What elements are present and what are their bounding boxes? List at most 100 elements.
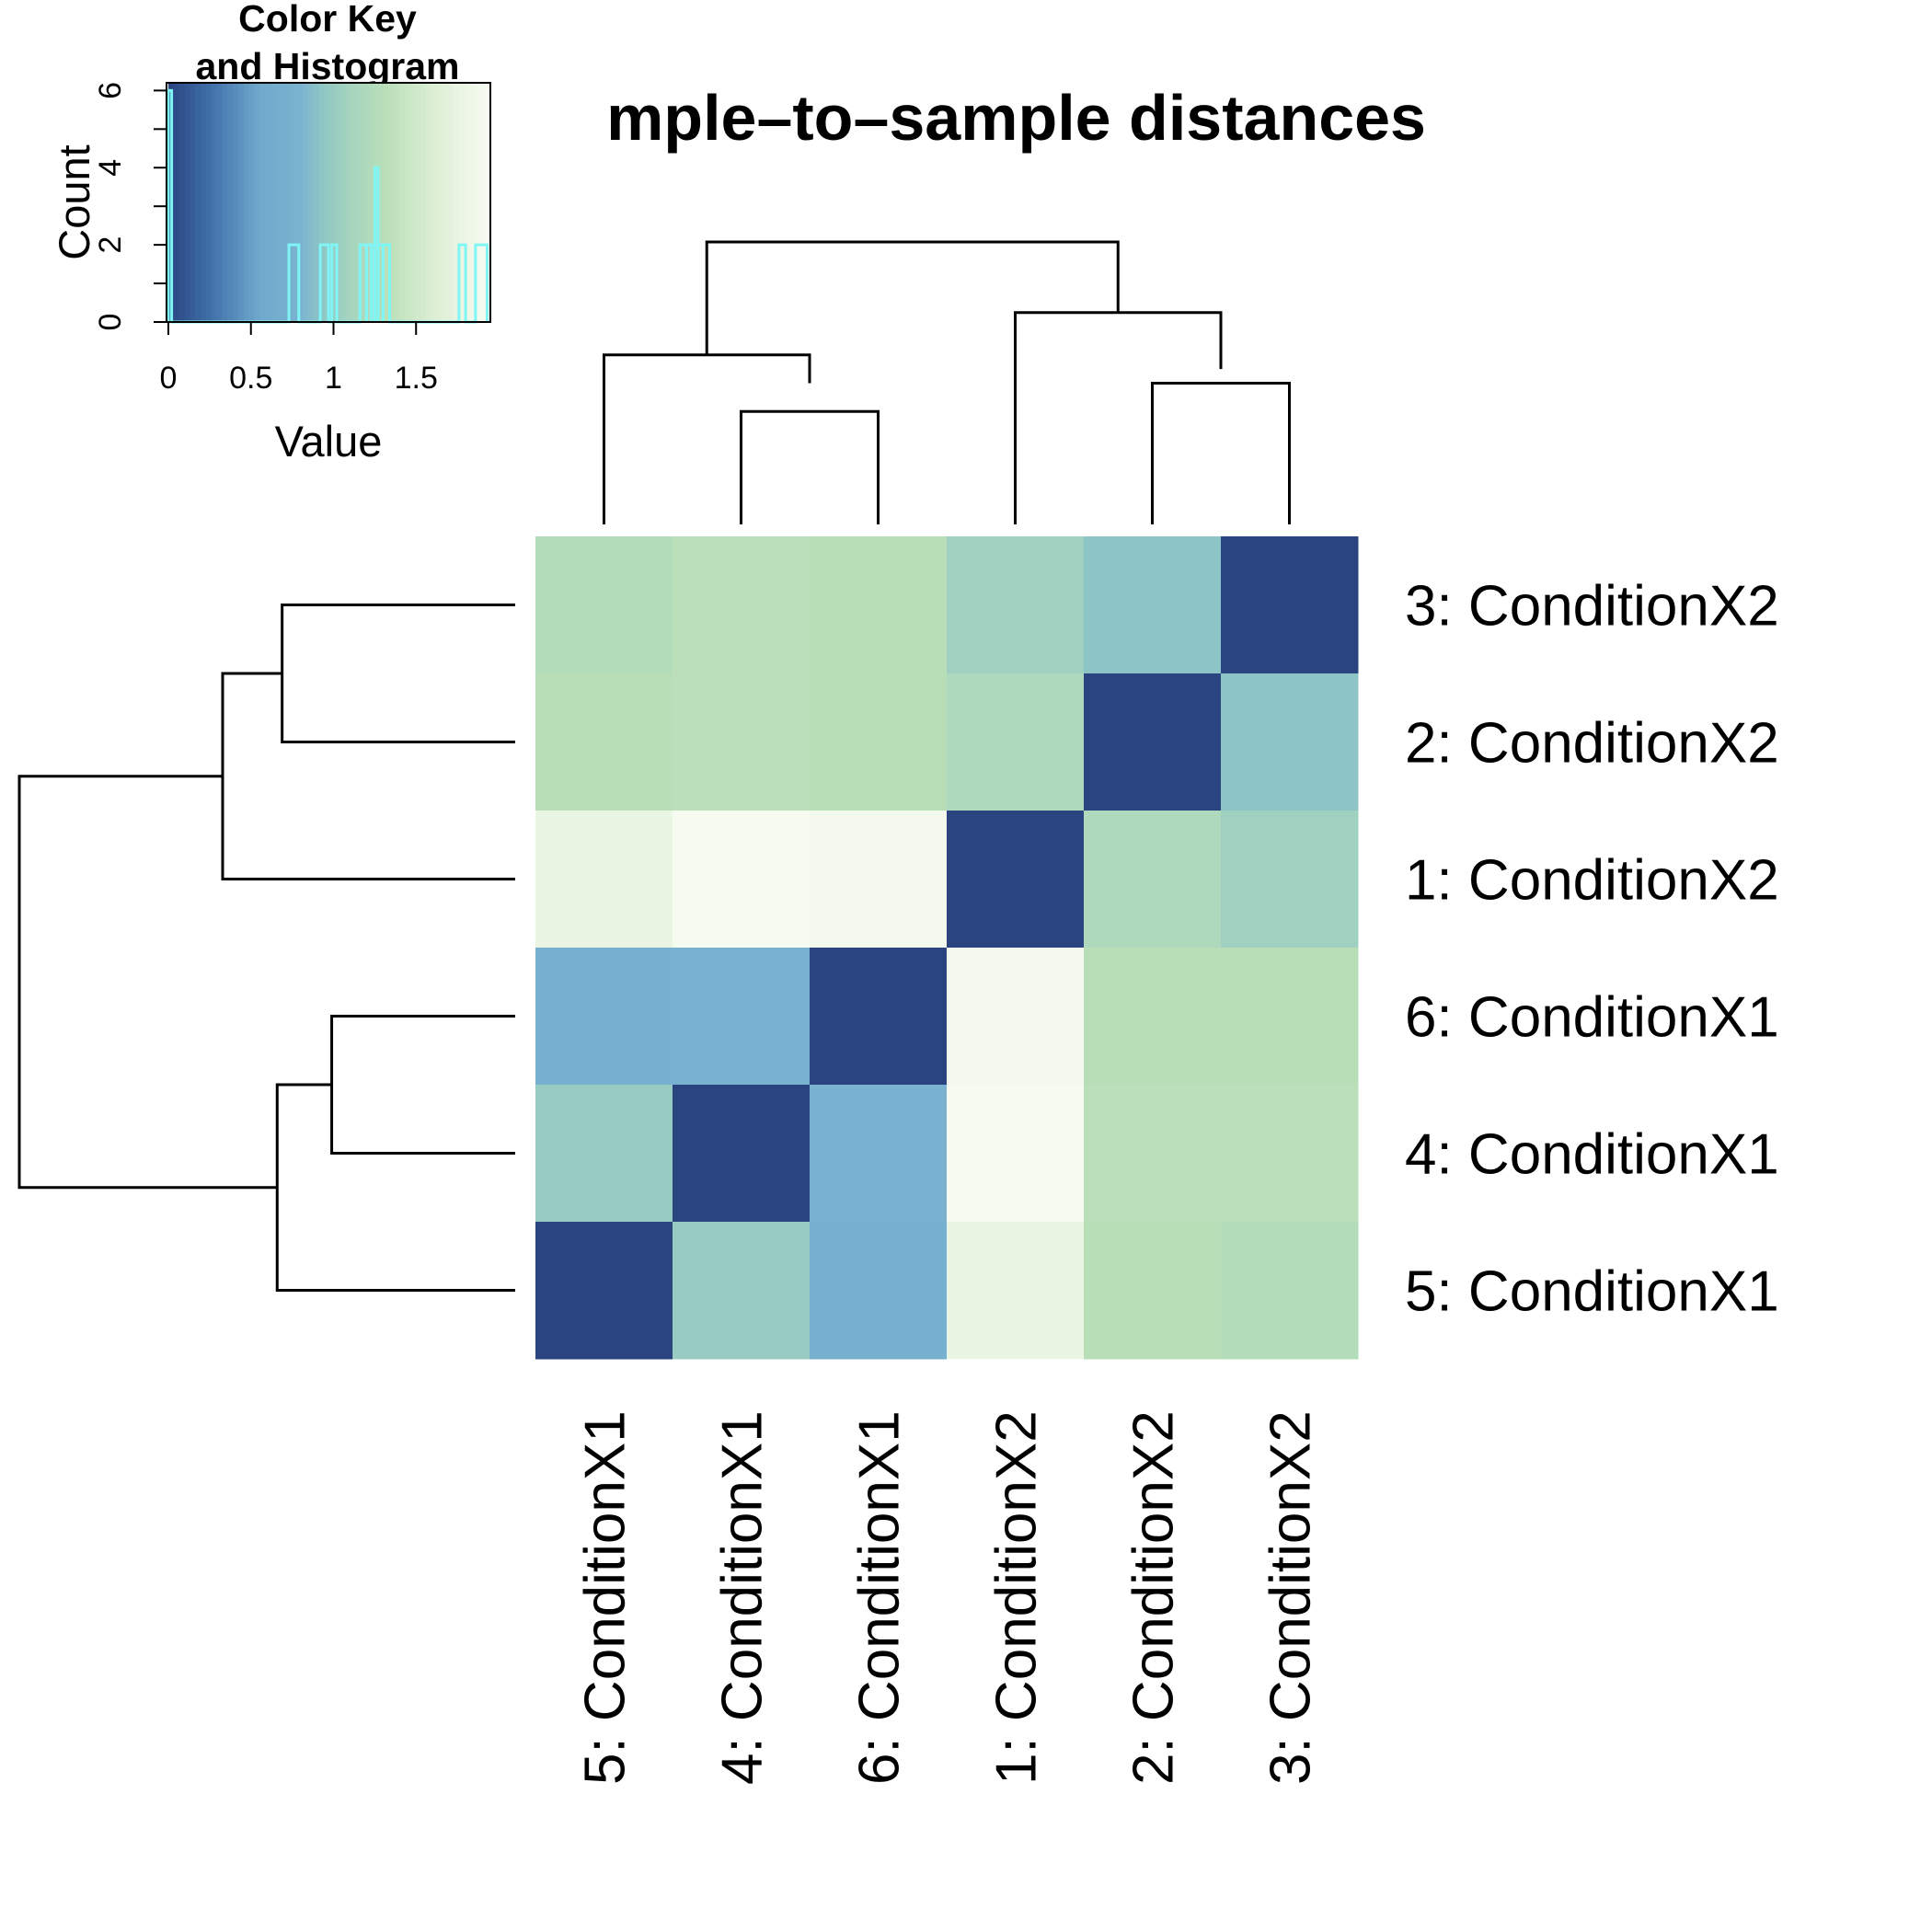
color-key-band (195, 83, 201, 322)
color-key-band (426, 83, 432, 322)
row-dendrogram (17, 604, 515, 1292)
color-key-y-tick-label: 0 (93, 314, 128, 331)
color-key-title-line1: Color Key (238, 0, 417, 40)
color-key-band (281, 83, 287, 322)
heatmap-cell-r4-c2 (673, 948, 811, 1086)
column-label: 3: ConditionX2 (1259, 1410, 1323, 1785)
heatmap-cell-r4-c4 (947, 948, 1085, 1086)
column-dendrogram-branch (705, 240, 1120, 355)
column-dendrogram-branch (1151, 382, 1291, 524)
color-key-band (442, 83, 448, 322)
color-key-band (286, 83, 293, 322)
color-key-band (388, 83, 395, 322)
color-key-band (227, 83, 234, 322)
column-dendrogram-branch (1014, 311, 1223, 524)
color-key-band (254, 83, 260, 322)
color-key-band (275, 83, 282, 322)
heatmap-cell-r2-c2 (673, 673, 811, 811)
color-key-band (318, 83, 325, 322)
color-key-band (383, 83, 389, 322)
heatmap-cell-r4-c1 (535, 948, 673, 1086)
color-key-band (485, 83, 491, 322)
column-label: 5: ConditionX1 (574, 1410, 638, 1785)
row-dendrogram-branch (330, 1015, 515, 1155)
color-key-x-tick-label: 1 (325, 361, 342, 396)
column-dendrogram (603, 240, 1291, 524)
color-key-band (479, 83, 486, 322)
column-dendrogram-branch (603, 353, 811, 524)
heatmap-cell-r5-c1 (535, 1085, 673, 1223)
color-key-y-tick-label: 4 (93, 159, 128, 177)
color-key-band (334, 83, 341, 322)
color-key-y-axis: 0 2 4 6 (93, 82, 167, 331)
heatmap-cell-r3-c1 (535, 811, 673, 949)
color-key-band (216, 83, 223, 322)
color-key-band (366, 83, 374, 322)
heatmap-cell-r5-c3 (810, 1085, 948, 1223)
color-key-band (447, 83, 454, 322)
color-key-x-tick-label: 0 (160, 361, 178, 396)
column-label: 2: ConditionX2 (1122, 1410, 1186, 1785)
color-key-band (345, 83, 351, 322)
heatmap-cell-r1-c4 (947, 536, 1085, 674)
color-key-band (415, 83, 421, 322)
row-dendrogram-branch (275, 1083, 515, 1292)
column-labels: 5: ConditionX1 4: ConditionX1 6: Condition… (574, 1410, 1323, 1785)
heatmap-cell-r4-c6 (1221, 948, 1359, 1086)
heatmap-cell-r3-c3 (810, 811, 948, 949)
heatmap-cell-r6-c1 (535, 1222, 673, 1360)
row-label: 2: ConditionX2 (1405, 712, 1779, 776)
color-key-band (270, 83, 277, 322)
color-key-band (474, 83, 480, 322)
color-key-band (313, 83, 319, 322)
color-key-band (339, 83, 347, 322)
color-key-band (297, 83, 304, 322)
color-key-band (222, 83, 228, 322)
heatmap-cell-r2-c6 (1221, 673, 1359, 811)
color-key-band (329, 83, 336, 322)
color-key-x-tick-label: 1.5 (395, 361, 438, 396)
color-key-band (409, 83, 416, 322)
heatmap-cell-r1-c5 (1084, 536, 1222, 674)
color-key-band (205, 83, 213, 322)
column-dendrogram-branch (740, 409, 880, 524)
heatmap-cell-r2-c4 (947, 673, 1085, 811)
color-key-band (394, 83, 400, 322)
heatmap-cell-r5-c5 (1084, 1085, 1222, 1223)
color-key-band (173, 83, 180, 322)
color-key-band (351, 83, 357, 322)
color-key-band (201, 83, 207, 322)
color-key-title-line2: and Histogram (195, 45, 459, 87)
color-key-band (431, 83, 438, 322)
heatmap-cell-r3-c6 (1221, 811, 1359, 949)
color-key-xlabel: Value (275, 417, 383, 466)
column-label: 4: ConditionX1 (711, 1410, 775, 1785)
color-key-band (211, 83, 218, 322)
color-key-band (265, 83, 271, 322)
heatmap-cell-r2-c5 (1084, 673, 1222, 811)
row-dendrogram-branch (17, 775, 278, 1190)
color-key-ylabel: Count (50, 144, 98, 259)
color-key-band (362, 83, 368, 322)
color-key-band (190, 83, 196, 322)
color-key-y-tick-label: 2 (93, 236, 128, 254)
row-labels: 3: ConditionX2 2: ConditionX2 1: Condition… (1405, 575, 1779, 1324)
heatmap-cell-r2-c1 (535, 673, 673, 811)
heatmap-cell-r1-c6 (1221, 536, 1359, 674)
color-key-band (233, 83, 239, 322)
heatmap-cell-r5-c4 (947, 1085, 1085, 1223)
heatmap-cell-r6-c5 (1084, 1222, 1222, 1360)
color-key-band (436, 83, 443, 322)
heatmap-cell-r6-c4 (947, 1222, 1085, 1360)
color-key-band (259, 83, 266, 322)
color-key: Color Key and Histogram 0 0.5 1 1.5 0 2 4 6 Va… (50, 0, 491, 466)
row-label: 5: ConditionX1 (1405, 1260, 1779, 1324)
color-key-band (178, 83, 186, 322)
heatmap-cell-r1-c2 (673, 536, 811, 674)
row-dendrogram-branch (281, 604, 515, 743)
chart-title: mple–to–sample distances (606, 82, 1426, 154)
color-key-band (404, 83, 411, 322)
row-dendrogram-branch (221, 672, 515, 880)
heatmap-cell-r6-c6 (1221, 1222, 1359, 1360)
heatmap-cell-r3-c2 (673, 811, 811, 949)
